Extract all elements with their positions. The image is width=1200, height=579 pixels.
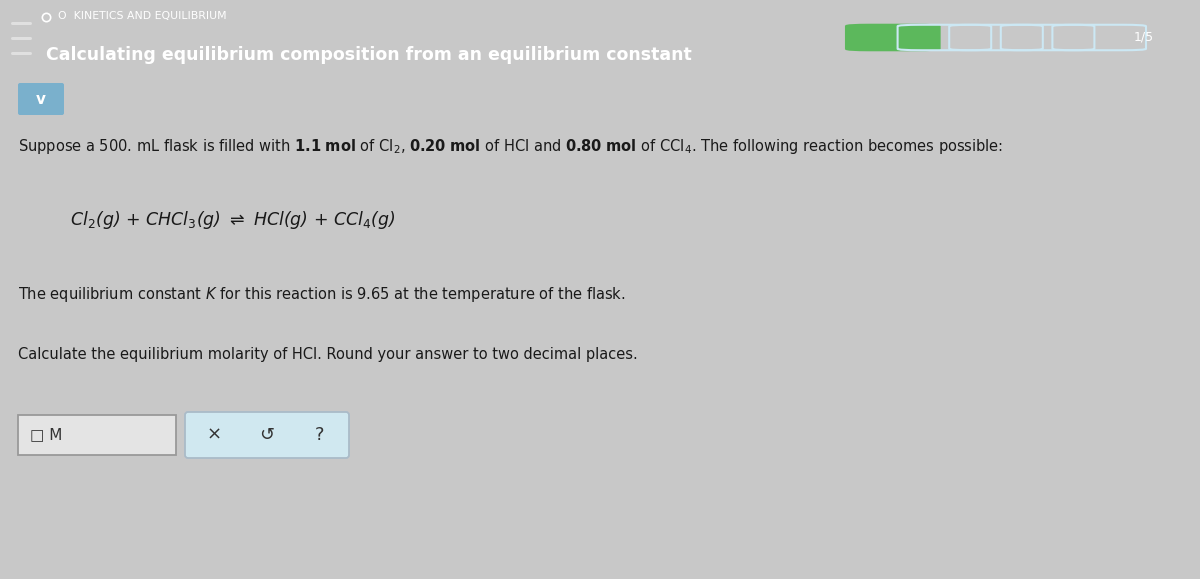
Text: Calculate the equilibrium molarity of HCl. Round your answer to two decimal plac: Calculate the equilibrium molarity of HC… <box>18 347 637 362</box>
Text: Calculating equilibrium composition from an equilibrium constant: Calculating equilibrium composition from… <box>46 46 691 64</box>
Text: ×: × <box>206 426 222 444</box>
Text: 1/5: 1/5 <box>1134 31 1154 44</box>
Bar <box>18 415 176 455</box>
Text: □ M: □ M <box>30 427 62 442</box>
FancyBboxPatch shape <box>846 25 940 50</box>
Text: ?: ? <box>316 426 325 444</box>
FancyBboxPatch shape <box>18 83 64 115</box>
FancyBboxPatch shape <box>185 412 349 458</box>
Text: v: v <box>36 91 46 107</box>
Text: Cl$_2$(g) + CHCl$_3$(g) $\rightleftharpoons$ HCl(g) + CCl$_4$(g): Cl$_2$(g) + CHCl$_3$(g) $\rightleftharpo… <box>70 209 396 231</box>
Text: Suppose a 500. mL flask is filled with $\bf{1.1}$ $\bf{mol}$ of Cl$_2$, $\bf{0.2: Suppose a 500. mL flask is filled with $… <box>18 137 1003 156</box>
Text: ↺: ↺ <box>259 426 275 444</box>
Text: The equilibrium constant $K$ for this reaction is 9.65 at the temperature of the: The equilibrium constant $K$ for this re… <box>18 285 625 305</box>
Text: O  KINETICS AND EQUILIBRIUM: O KINETICS AND EQUILIBRIUM <box>58 12 227 21</box>
